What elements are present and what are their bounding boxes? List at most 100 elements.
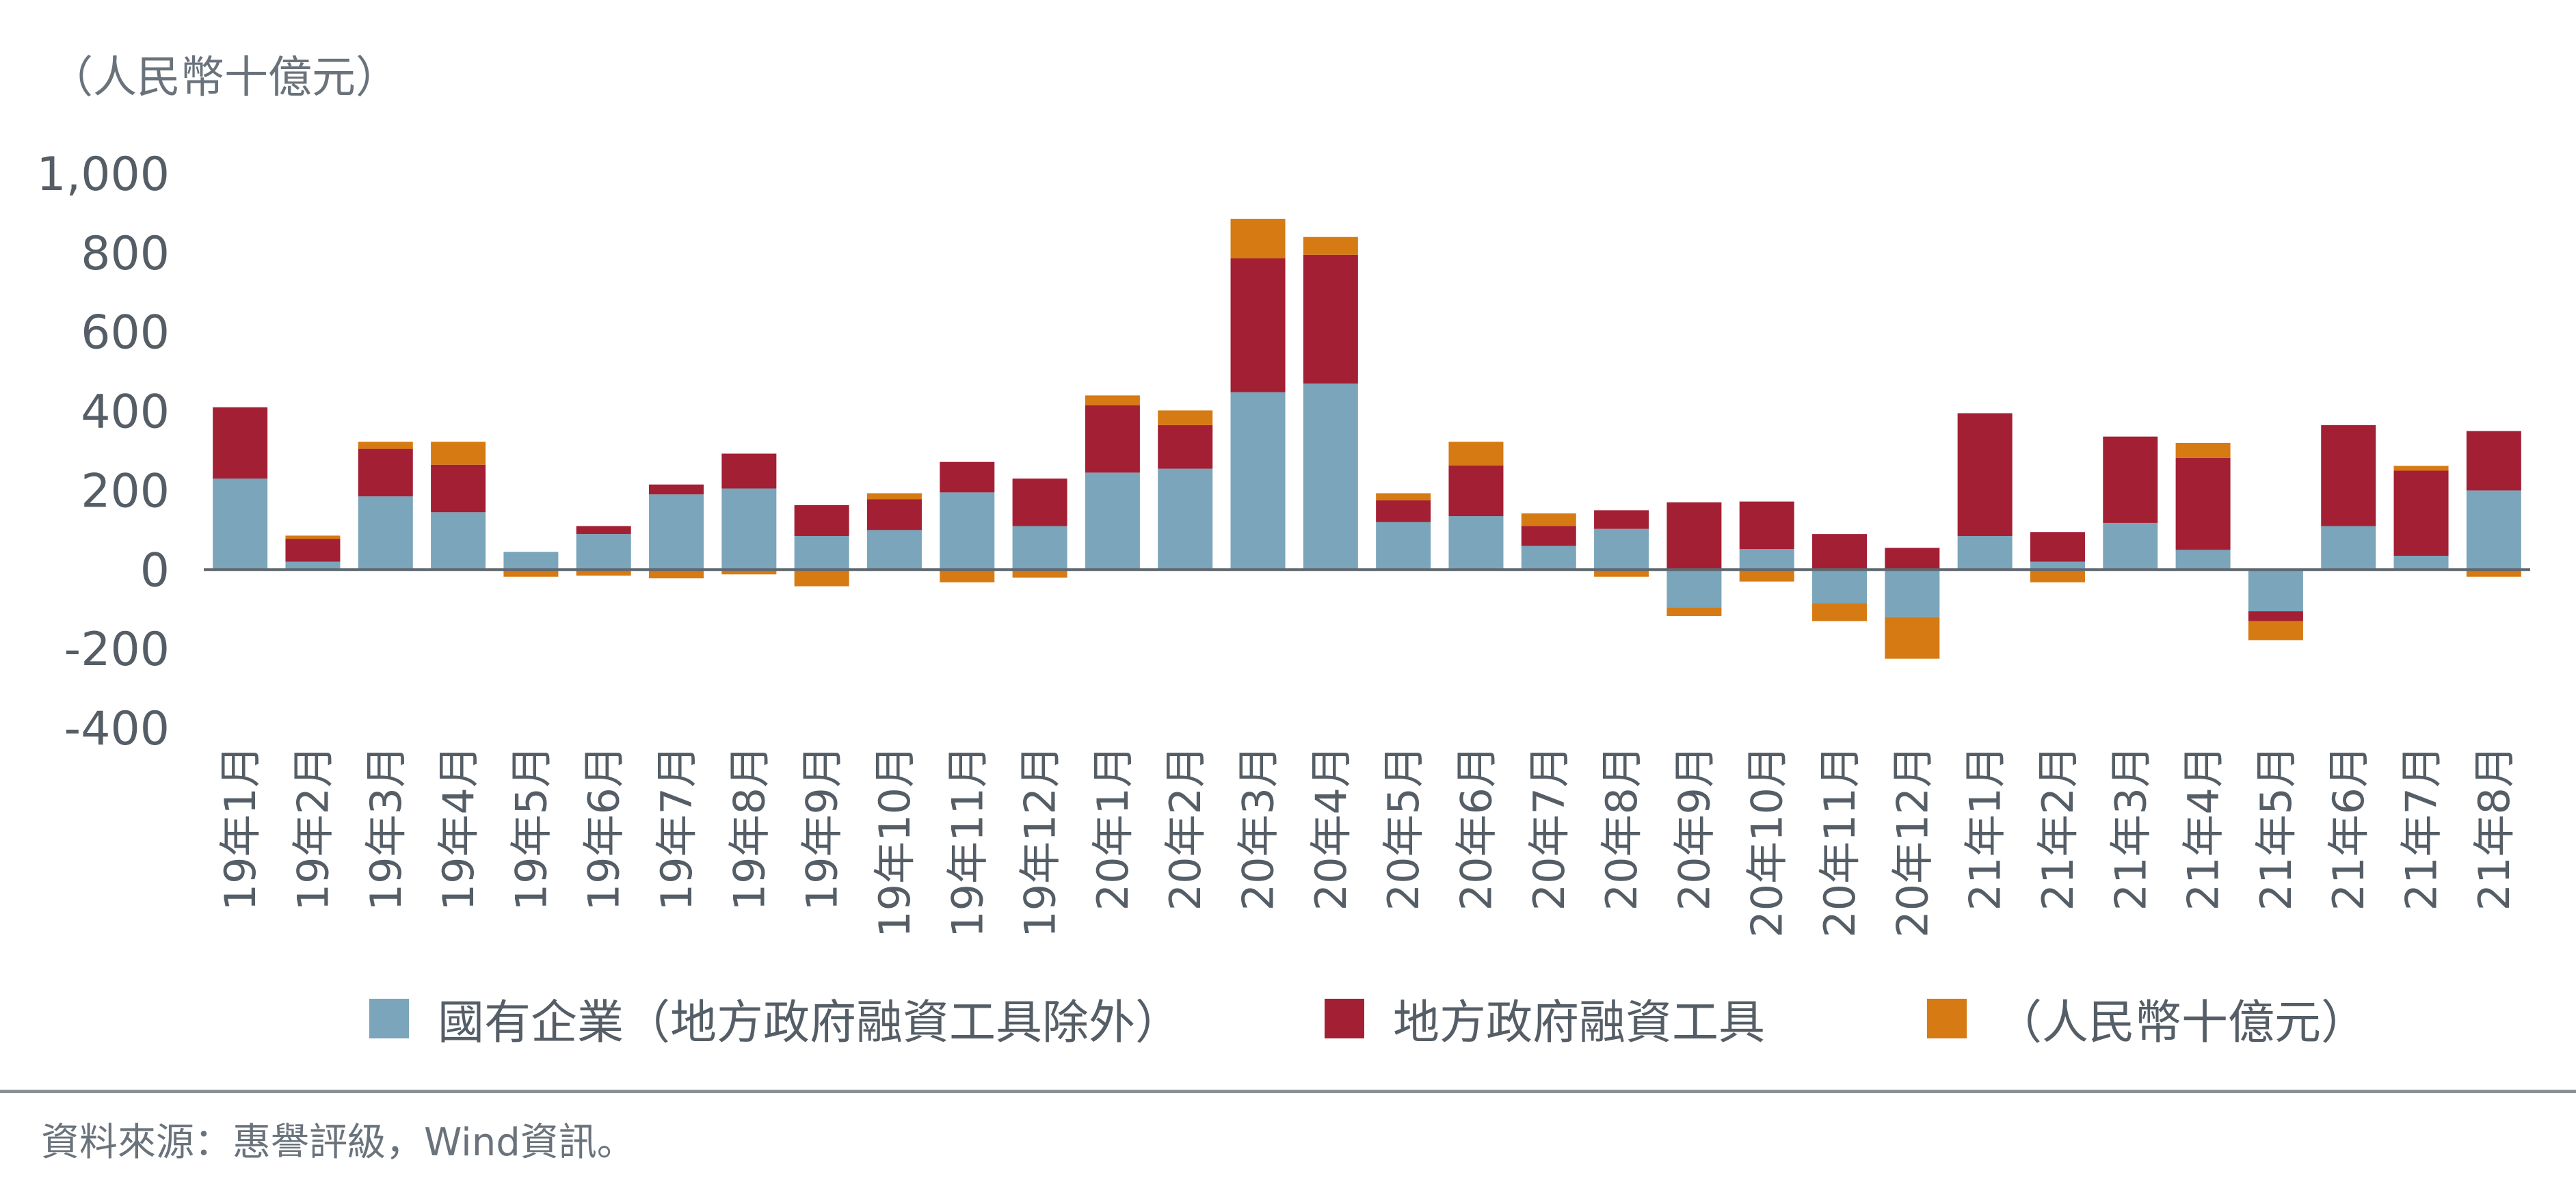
x-tick-label: 19年8月 (724, 745, 774, 911)
x-tick-label: 19年5月 (506, 745, 556, 911)
bar-segment (1667, 607, 1722, 617)
y-tick-label: 0 (140, 543, 170, 597)
x-tick-label: 19年6月 (579, 745, 629, 911)
legend-label-lgfv: 地方政府融資工具 (1393, 996, 1766, 1050)
bar-segment (2393, 470, 2449, 556)
x-tick-label: 20年3月 (1234, 745, 1284, 911)
bar-segment (2466, 490, 2521, 570)
x-tick-label: 19年7月 (652, 745, 702, 911)
x-tick-label: 21年6月 (2324, 745, 2374, 911)
bar-segment (1594, 569, 1649, 577)
bar-segment (213, 407, 268, 479)
bar-segment (1448, 516, 1504, 570)
bar-segment (794, 536, 849, 570)
bar-segment (2030, 569, 2085, 582)
bar-segment (1812, 603, 1868, 621)
bar-segment (1376, 500, 1431, 522)
bar-segment (1521, 526, 1576, 546)
x-tick-label: 19年12月 (1015, 745, 1065, 938)
y-tick-label: 200 (81, 464, 170, 518)
bar-segment (2248, 569, 2303, 612)
bar-segment (431, 442, 486, 465)
bar-segment (576, 526, 631, 535)
bar-segment (2175, 550, 2231, 570)
bar-segment (794, 505, 849, 537)
bar-stacks (213, 219, 2521, 659)
x-tick-label: 19年2月 (288, 745, 338, 911)
x-tick-label: 20年5月 (1379, 745, 1429, 911)
legend-label-other: （人民幣十億元） (1995, 996, 2368, 1050)
bar-segment (576, 569, 631, 576)
bar-segment (940, 461, 995, 493)
bar-segment (2103, 436, 2158, 523)
x-tick-label: 19年3月 (361, 745, 411, 911)
x-tick-label: 21年7月 (2397, 745, 2447, 911)
bar-segment (866, 499, 922, 530)
bar-segment (1376, 493, 1431, 500)
bar-segment (1957, 536, 2013, 570)
bar-segment (649, 569, 704, 579)
bar-segment (2321, 526, 2376, 570)
x-axis-ticks: 19年1月 19年2月 19年3月 19年4月 19年5月 19年6月 19年7月 19年8月… (215, 745, 2519, 938)
bar-segment (1885, 548, 1940, 570)
bar-segment (1158, 425, 1213, 469)
y-tick-label: -200 (64, 623, 170, 677)
bar-segment (721, 488, 777, 570)
legend-item-other: （人民幣十億元） (1927, 984, 2367, 1052)
bar-segment (358, 448, 413, 497)
bar-segment (2321, 425, 2376, 526)
bar-segment (1812, 569, 1868, 604)
bar-segment (940, 492, 995, 570)
bar-segment (1085, 472, 1140, 570)
bar-segment (2248, 611, 2303, 621)
bar-segment (1667, 569, 1722, 608)
bar-segment (794, 569, 849, 587)
x-tick-label: 19年1月 (215, 745, 265, 911)
bar-segment (576, 534, 631, 570)
bar-segment (649, 494, 704, 570)
bar-segment (721, 569, 777, 575)
bar-segment (1012, 569, 1067, 578)
bar-segment (1230, 392, 1286, 570)
y-tick-label: 600 (81, 306, 170, 360)
bar-segment (1885, 569, 1940, 617)
x-tick-label: 20年4月 (1306, 745, 1356, 911)
bar-segment (1012, 526, 1067, 570)
bar-segment (1303, 384, 1358, 570)
bar-segment (2030, 561, 2085, 570)
bar-segment (1158, 410, 1213, 425)
bar-segment (1376, 522, 1431, 570)
y-axis-ticks: 1,000 800 600 400 200 0 -200 -400 (36, 148, 170, 756)
x-tick-label: 20年11月 (1815, 745, 1865, 938)
x-tick-label: 19年4月 (434, 745, 483, 911)
bar-segment (1230, 219, 1286, 258)
legend-item-lgfv: 地方政府融資工具 (1325, 984, 1765, 1052)
bar-segment (1448, 465, 1504, 517)
bar-segment (1521, 546, 1576, 570)
x-tick-label: 20年12月 (1887, 745, 1937, 938)
x-tick-label: 19年10月 (870, 745, 920, 938)
bar-segment (1739, 501, 1794, 550)
x-tick-label: 19年9月 (797, 745, 847, 911)
bar-segment (503, 552, 559, 570)
x-tick-label: 21年1月 (1961, 745, 2010, 911)
bar-segment (1085, 405, 1140, 473)
x-tick-label: 20年2月 (1160, 745, 1210, 911)
bar-segment (1230, 258, 1286, 392)
x-tick-label: 19年11月 (942, 745, 992, 938)
bar-segment (1085, 395, 1140, 405)
bar-segment (1303, 254, 1358, 384)
bar-segment (1012, 479, 1067, 526)
bar-segment (1667, 502, 1722, 570)
legend-label-soe: 國有企業（地方政府融資工具除外） (438, 996, 1182, 1050)
bar-segment (431, 512, 486, 570)
source-note: 資料來源：惠譽評級，Wind資訊。 (41, 1120, 635, 1165)
bar-segment (503, 569, 559, 577)
bar-segment (285, 535, 341, 539)
unit-label: （人民幣十億元） (49, 53, 399, 103)
bar-segment (285, 539, 341, 562)
x-tick-label: 20年6月 (1451, 745, 1501, 911)
bar-segment (649, 484, 704, 495)
bar-segment (866, 493, 922, 500)
